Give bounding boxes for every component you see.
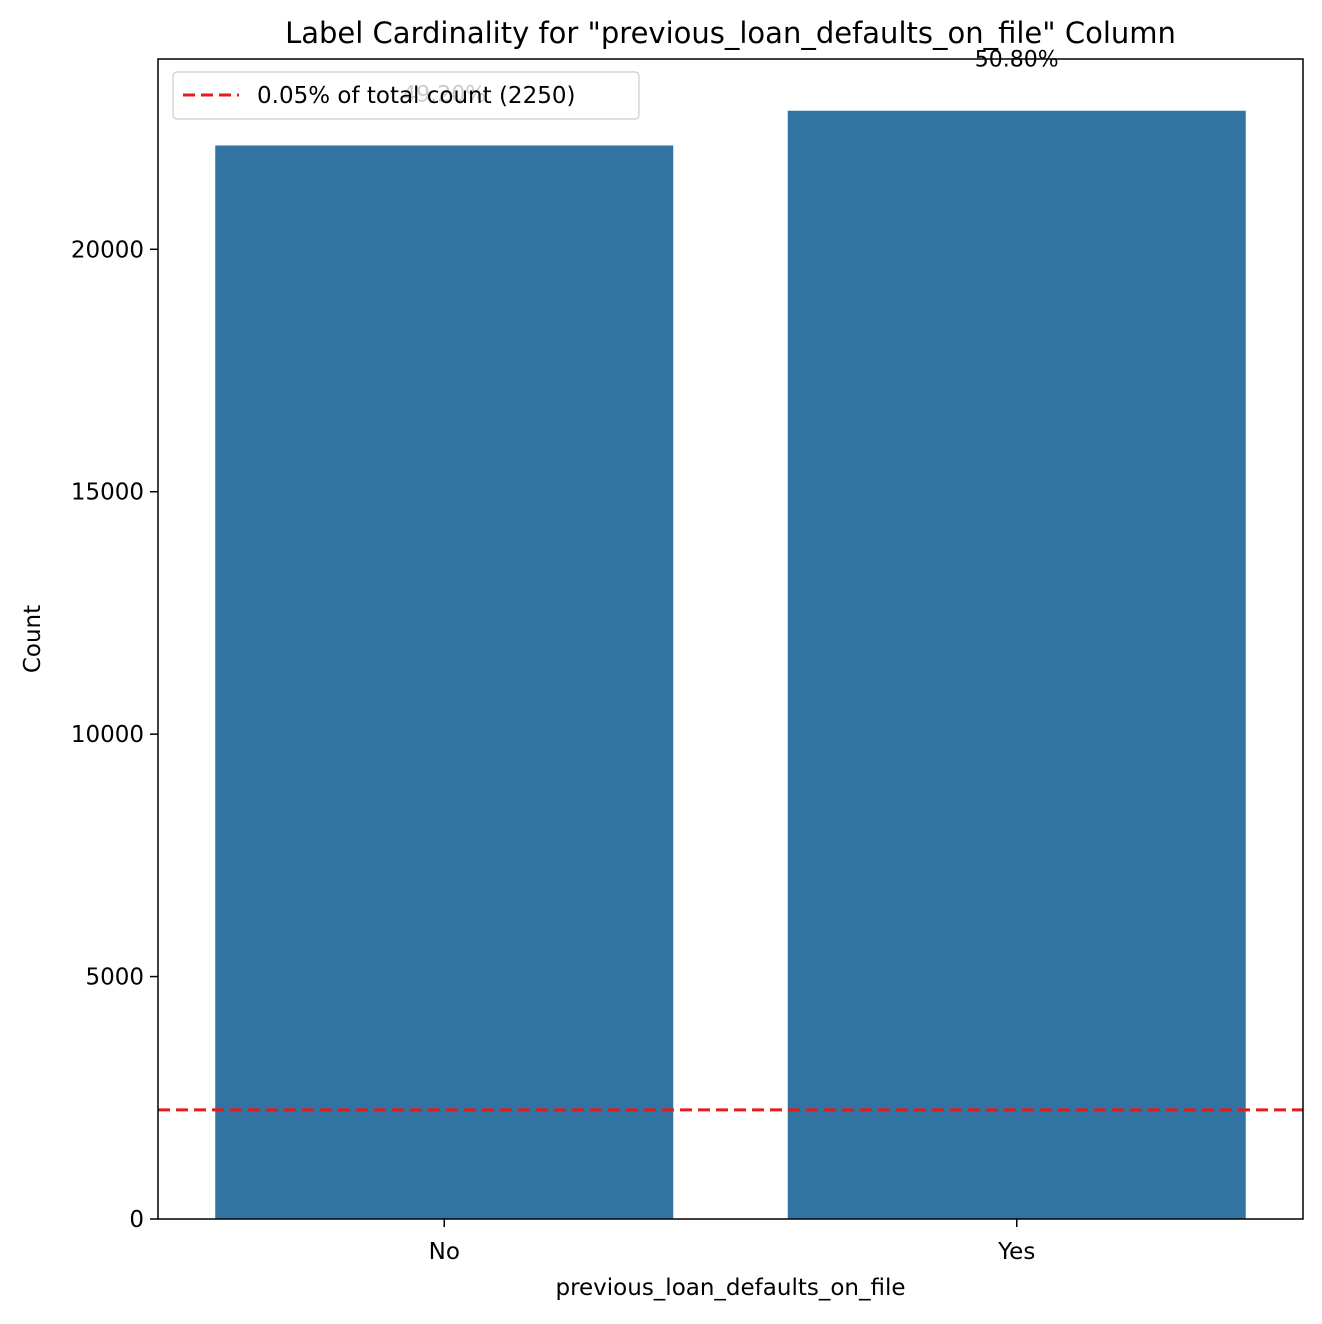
- x-tick-label: No: [429, 1239, 460, 1265]
- chart-title: Label Cardinality for "previous_loan_def…: [285, 16, 1176, 50]
- y-tick-label: 15000: [71, 480, 144, 506]
- legend-box: [172, 71, 640, 120]
- x-tick-label: Yes: [997, 1239, 1035, 1265]
- y-tick-label: 5000: [85, 965, 144, 991]
- y-tick-label: 0: [129, 1207, 144, 1233]
- y-tick-label: 20000: [71, 237, 144, 263]
- plot-frame: [157, 58, 1304, 1220]
- y-axis-title: Count: [20, 605, 46, 673]
- legend: 0.05% of total count (2250): [172, 71, 640, 120]
- x-axis: No Yes: [429, 1219, 1035, 1265]
- bars-layer: [215, 110, 1246, 1220]
- legend-label: 0.05% of total count (2250): [257, 83, 575, 109]
- x-axis-title: previous_loan_defaults_on_file: [555, 1275, 905, 1301]
- bar-no: [215, 145, 674, 1219]
- y-tick-label: 10000: [71, 722, 144, 748]
- y-axis: 0 5000 10000 15000 20000: [71, 237, 158, 1233]
- bar-value-label: 50.80%: [975, 48, 1059, 73]
- bar-yes: [787, 110, 1246, 1220]
